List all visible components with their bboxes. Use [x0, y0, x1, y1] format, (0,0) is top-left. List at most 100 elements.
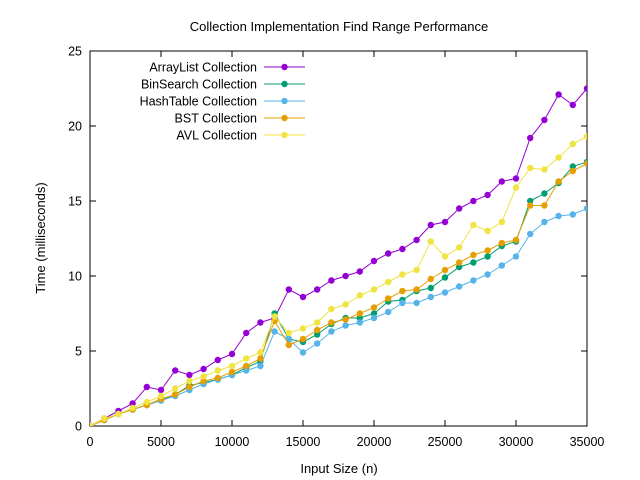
data-point — [370, 304, 378, 311]
data-point — [243, 367, 250, 374]
data-point — [456, 259, 463, 266]
legend-swatch-point — [281, 114, 288, 122]
data-point — [172, 367, 179, 374]
data-point — [314, 326, 321, 334]
series-line — [90, 88, 587, 426]
data-point — [569, 140, 576, 148]
data-point — [527, 134, 534, 142]
data-point — [243, 362, 250, 370]
data-point — [427, 275, 434, 283]
data-point — [541, 166, 548, 173]
series-4 — [90, 133, 587, 426]
data-point — [498, 239, 505, 247]
legend-label: AVL Collection — [176, 129, 257, 143]
data-point — [498, 178, 505, 185]
data-point — [314, 319, 321, 326]
data-point — [583, 205, 587, 212]
data-point — [342, 322, 349, 329]
y-axis-title: Time (milliseconds) — [33, 182, 48, 293]
data-point — [569, 163, 576, 170]
data-point — [413, 236, 420, 244]
series-line — [90, 161, 587, 426]
y-ticks: 0 5 10 15 20 25 — [68, 45, 587, 434]
plot-series — [90, 85, 587, 426]
data-point — [328, 277, 335, 284]
data-point — [314, 286, 321, 293]
data-point — [427, 284, 434, 292]
legend-label: BinSearch Collection — [141, 78, 257, 92]
y-tick-label: 15 — [68, 195, 82, 209]
data-point — [541, 218, 548, 226]
data-point — [427, 221, 434, 229]
data-point — [527, 202, 534, 209]
data-point — [527, 197, 534, 205]
data-point — [299, 335, 307, 343]
data-point — [370, 257, 378, 265]
data-point — [342, 301, 349, 308]
data-point — [257, 355, 264, 362]
data-point — [441, 253, 449, 260]
data-point — [484, 227, 491, 235]
data-point — [214, 367, 221, 374]
data-point — [257, 349, 264, 356]
x-tick-label: 0 — [87, 435, 94, 449]
data-point — [484, 247, 491, 254]
data-point — [569, 211, 576, 218]
data-point — [299, 293, 307, 301]
data-point — [129, 404, 136, 412]
data-point — [314, 331, 321, 338]
data-point — [328, 319, 335, 326]
data-point — [541, 190, 548, 197]
legend-swatch-point — [281, 63, 288, 71]
data-point — [527, 164, 534, 172]
data-point — [200, 373, 207, 380]
data-point — [512, 253, 520, 260]
data-point — [228, 362, 236, 370]
data-point — [285, 286, 292, 293]
x-tick-label: 5000 — [147, 435, 175, 449]
data-point — [470, 277, 477, 284]
data-point — [157, 392, 165, 400]
data-point — [356, 310, 363, 317]
data-point — [456, 263, 463, 271]
data-point — [200, 365, 207, 373]
data-point — [356, 292, 363, 299]
data-point — [200, 377, 207, 385]
x-tick-label: 25000 — [428, 435, 463, 449]
data-point — [243, 329, 250, 337]
plot-frame — [89, 50, 588, 427]
data-point — [484, 253, 491, 260]
data-point — [484, 271, 491, 278]
data-point — [285, 341, 292, 349]
data-point — [441, 218, 449, 226]
data-point — [228, 350, 236, 358]
data-point — [541, 116, 548, 124]
x-ticks: 0 5000 10000 15000 20000 25000 30000 35000 — [87, 51, 604, 449]
x-tick-label: 15000 — [286, 435, 321, 449]
data-point — [583, 133, 587, 140]
data-point — [186, 371, 193, 379]
data-point — [470, 259, 477, 266]
data-point — [413, 299, 420, 307]
legend-swatch-point — [281, 131, 288, 139]
data-point — [129, 400, 136, 407]
data-point — [115, 410, 122, 418]
data-point — [470, 221, 477, 229]
data-point — [413, 286, 420, 293]
data-point — [101, 415, 108, 422]
data-point — [143, 383, 150, 391]
x-axis-title: Input Size (n) — [300, 461, 377, 476]
y-tick-label: 5 — [75, 345, 82, 359]
data-point — [243, 355, 250, 362]
y-tick-label: 10 — [68, 270, 82, 284]
series-line — [90, 163, 587, 426]
data-point — [527, 230, 534, 238]
data-point — [356, 314, 363, 322]
legend-label: HashTable Collection — [140, 95, 257, 109]
y-tick-label: 20 — [68, 120, 82, 134]
data-point — [441, 266, 449, 274]
data-point — [583, 160, 587, 167]
data-point — [90, 422, 94, 426]
data-point — [214, 374, 221, 382]
data-point — [172, 391, 179, 398]
